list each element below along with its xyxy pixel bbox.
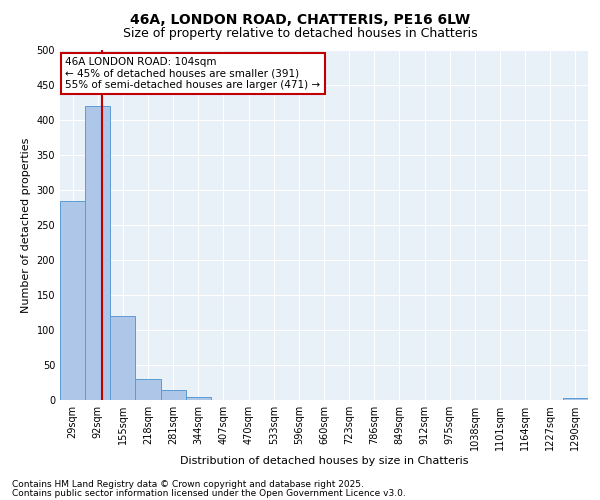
Bar (186, 396, 211, 400)
Bar (60, 200, 85, 400)
X-axis label: Distribution of detached houses by size in Chatteris: Distribution of detached houses by size … (180, 456, 468, 466)
Bar (85, 106, 110, 400)
Bar (110, 316, 136, 400)
Bar (161, 390, 186, 400)
Text: 46A, LONDON ROAD, CHATTERIS, PE16 6LW: 46A, LONDON ROAD, CHATTERIS, PE16 6LW (130, 12, 470, 26)
Text: Size of property relative to detached houses in Chatteris: Size of property relative to detached ho… (122, 28, 478, 40)
Text: Contains public sector information licensed under the Open Government Licence v3: Contains public sector information licen… (12, 490, 406, 498)
Bar (136, 379, 161, 400)
Bar (563, 398, 588, 400)
Text: Contains HM Land Registry data © Crown copyright and database right 2025.: Contains HM Land Registry data © Crown c… (12, 480, 364, 489)
Y-axis label: Number of detached properties: Number of detached properties (21, 138, 31, 312)
Text: 46A LONDON ROAD: 104sqm
← 45% of detached houses are smaller (391)
55% of semi-d: 46A LONDON ROAD: 104sqm ← 45% of detache… (65, 57, 320, 90)
